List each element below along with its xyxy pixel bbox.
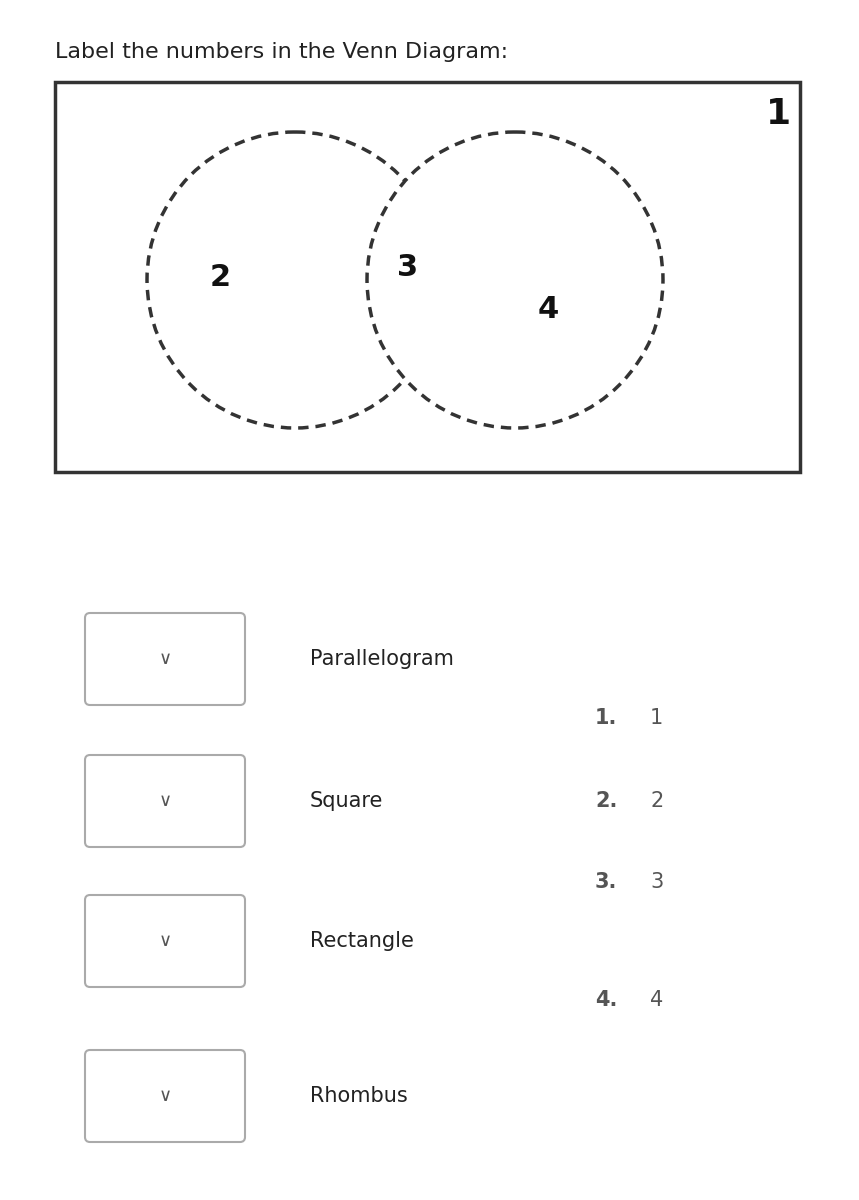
Text: 2.: 2. — [595, 791, 618, 811]
Text: 1: 1 — [765, 97, 790, 131]
Text: 3: 3 — [650, 872, 663, 892]
Text: 1: 1 — [650, 708, 663, 728]
Text: 4.: 4. — [595, 990, 618, 1010]
Text: 2: 2 — [650, 791, 663, 811]
FancyBboxPatch shape — [85, 1050, 245, 1142]
FancyBboxPatch shape — [85, 895, 245, 986]
Text: 2: 2 — [210, 264, 230, 293]
Text: 3: 3 — [398, 253, 418, 282]
Circle shape — [367, 132, 663, 428]
Bar — [55, 82, 800, 472]
Text: 4: 4 — [538, 295, 558, 324]
Text: ∨: ∨ — [158, 650, 172, 668]
FancyBboxPatch shape — [85, 755, 245, 847]
Text: Square: Square — [310, 791, 383, 811]
Text: 1.: 1. — [595, 708, 618, 728]
Text: Rhombus: Rhombus — [310, 1086, 408, 1106]
Circle shape — [147, 132, 443, 428]
Text: Parallelogram: Parallelogram — [310, 649, 454, 670]
Text: Rectangle: Rectangle — [310, 931, 414, 950]
Text: Label the numbers in the Venn Diagram:: Label the numbers in the Venn Diagram: — [55, 42, 509, 62]
Text: ∨: ∨ — [158, 792, 172, 810]
Text: ∨: ∨ — [158, 932, 172, 950]
Text: 4: 4 — [650, 990, 663, 1010]
FancyBboxPatch shape — [85, 613, 245, 704]
Text: ∨: ∨ — [158, 1087, 172, 1105]
Text: 3.: 3. — [595, 872, 618, 892]
